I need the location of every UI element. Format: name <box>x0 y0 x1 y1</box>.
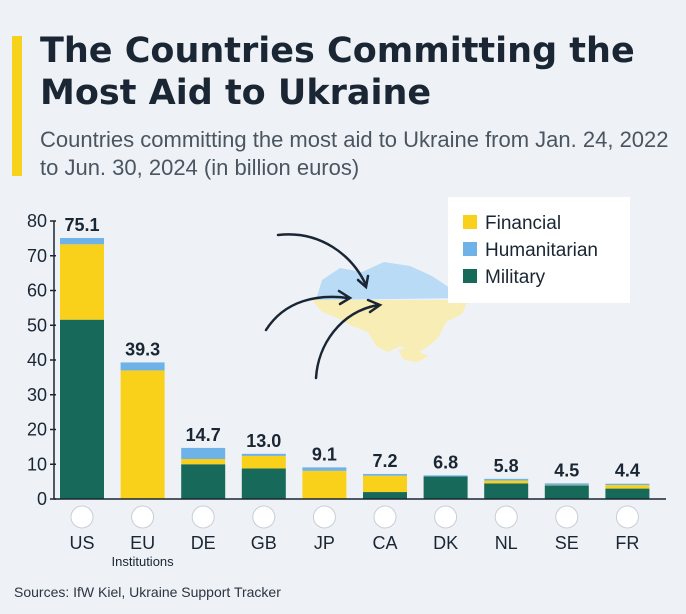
x-tick-label: SE <box>555 533 579 553</box>
x-tick-label: DK <box>433 533 458 553</box>
x-tick-label: JP <box>314 533 335 553</box>
y-tick-label: 50 <box>27 315 47 335</box>
x-tick-label: DE <box>191 533 216 553</box>
x-tick-label: US <box>69 533 94 553</box>
bar-military <box>484 483 529 499</box>
legend-label-military: Military <box>485 267 546 288</box>
bar-financial <box>484 480 529 484</box>
bar-military <box>60 319 104 499</box>
bar-total-label: 4.5 <box>554 460 579 480</box>
japan-flag-icon <box>312 505 336 529</box>
bar-military <box>241 468 286 499</box>
us-flag-icon <box>70 505 94 529</box>
bar-humanitarian <box>605 483 650 486</box>
bar-military <box>423 476 468 499</box>
bar-military <box>605 488 650 499</box>
bar-financial <box>605 485 650 489</box>
chart-subtitle: Countries committing the most aid to Ukr… <box>40 127 669 180</box>
bar-humanitarian <box>363 473 407 476</box>
legend: Financial Humanitarian Military <box>448 197 630 303</box>
y-tick-label: 80 <box>27 211 47 231</box>
y-tick-label: 30 <box>27 385 47 405</box>
legend-swatch-financial <box>463 215 477 229</box>
bar-military <box>181 464 226 499</box>
bar-humanitarian <box>302 467 347 471</box>
bar-financial <box>363 475 407 493</box>
bars-layer: 75.1 39.3 14.7 13.0 9.1 7.2 6.8 5.8 4.5 4.4 <box>60 215 650 529</box>
ukraine-map-icon <box>312 262 468 362</box>
bar-military <box>544 485 589 499</box>
x-tick-label: FR <box>615 533 639 553</box>
bar-total-label: 75.1 <box>64 215 99 235</box>
bar-total-label: 4.4 <box>615 461 640 481</box>
arrow-top <box>276 233 368 287</box>
x-tick-label: NL <box>495 533 518 553</box>
bar-humanitarian <box>120 362 165 371</box>
legend-swatch-humanitarian <box>463 242 477 256</box>
y-tick-label: 20 <box>27 420 47 440</box>
bar-financial <box>302 470 347 499</box>
denmark-flag-icon <box>434 505 458 529</box>
netherlands-flag-icon <box>494 505 518 529</box>
chart-title: The Countries Committing the Most Aid to… <box>40 31 635 113</box>
legend-label-financial: Financial <box>485 213 561 234</box>
bar-financial <box>181 459 226 465</box>
legend-swatch-military <box>463 269 477 283</box>
bar-humanitarian <box>423 475 468 477</box>
eu-flag-icon <box>131 505 155 529</box>
bar-humanitarian <box>544 483 589 486</box>
france-flag-icon <box>615 505 639 529</box>
bar-humanitarian <box>181 447 226 460</box>
legend-box <box>448 197 630 303</box>
bar-total-label: 39.3 <box>125 339 160 359</box>
bar-total-label: 13.0 <box>246 431 281 451</box>
legend-label-humanitarian: Humanitarian <box>485 240 598 261</box>
bar-total-label: 9.1 <box>312 444 337 464</box>
bar-total-label: 6.8 <box>433 452 458 472</box>
bar-humanitarian <box>60 238 104 245</box>
arrow-bottom <box>314 303 380 380</box>
bar-financial <box>60 244 104 320</box>
y-tick-label: 10 <box>27 454 47 474</box>
accent-bar <box>12 36 22 176</box>
arrows-decoration <box>264 233 383 380</box>
bar-humanitarian <box>241 453 286 456</box>
x-tick-label-sub: Institutions <box>112 554 175 569</box>
germany-flag-icon <box>191 505 215 529</box>
source-note: Sources: IfW Kiel, Ukraine Support Track… <box>14 584 281 600</box>
uk-flag-icon <box>252 505 276 529</box>
x-tick-label: GB <box>251 533 277 553</box>
bar-total-label: 14.7 <box>186 425 221 445</box>
x-tick-label: EU <box>130 533 155 553</box>
y-tick-label: 70 <box>27 246 47 266</box>
x-tick-label: CA <box>372 533 397 553</box>
y-tick-label: 60 <box>27 281 47 301</box>
bar-financial <box>120 370 165 499</box>
bar-humanitarian <box>484 478 529 481</box>
canada-flag-icon <box>373 505 397 529</box>
bar-military <box>363 492 407 499</box>
arrow-middle <box>264 295 350 332</box>
y-tick-label: 40 <box>27 350 47 370</box>
bar-total-label: 7.2 <box>372 451 397 471</box>
bar-financial <box>241 455 286 469</box>
bar-total-label: 5.8 <box>494 456 519 476</box>
y-tick-label: 0 <box>37 489 47 509</box>
sweden-flag-icon <box>555 505 579 529</box>
